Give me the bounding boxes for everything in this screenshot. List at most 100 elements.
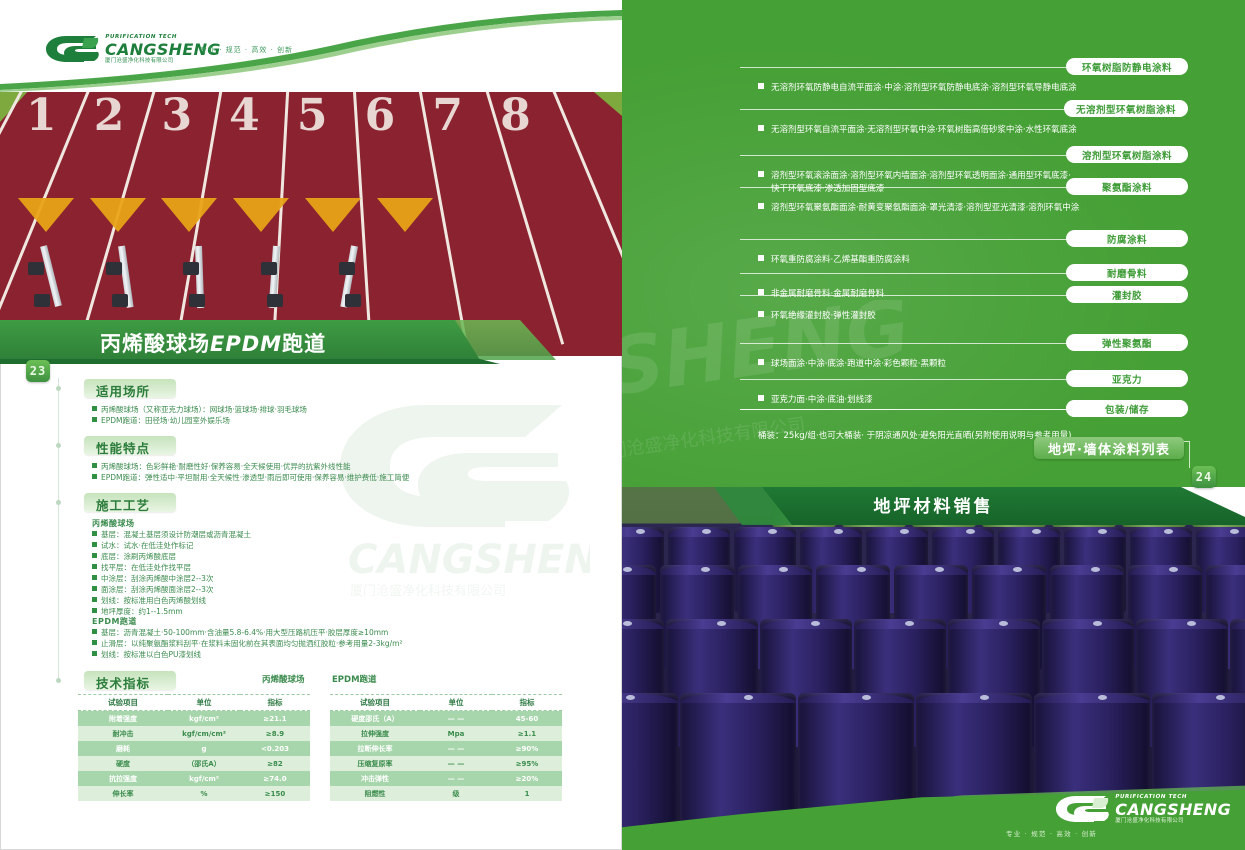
table-header-cell: 试验项目 [330, 694, 420, 711]
process-line-text: 划线：按标准以白色PU漆划线 [101, 650, 202, 659]
category-tag[interactable]: 灌封胶 [1066, 286, 1188, 303]
category-tag[interactable]: 无溶剂型环氧树脂涂料 [1063, 100, 1188, 117]
lane-number: 1 [26, 90, 57, 141]
page-title: 丙烯酸球场EPDM跑道 [100, 328, 326, 358]
process-line-text: 面涂层：刮涂丙烯酸面涂层2--3次 [101, 585, 214, 594]
category-items: 非金属耐磨骨料·金属耐磨骨料 [758, 288, 884, 301]
bullet-square-icon [758, 255, 764, 261]
category-tag[interactable]: 弹性聚氨酯 [1066, 334, 1188, 351]
bullet-square-icon [92, 542, 97, 547]
page-title-cn1: 丙烯酸球场 [100, 332, 210, 356]
drum-cap-icon [900, 529, 910, 534]
drum-lid [1128, 565, 1202, 575]
drum-lid [854, 619, 946, 629]
process-line-text: 止滑层：以纯聚氨酯浆料刮平·在浆料未固化前在其表面均匀抛洒红胶粒·参考用量2-3… [101, 639, 403, 648]
table-row: 抗拉强度 kgf/cm² ≥74.0 [78, 771, 310, 786]
table-cell: Mpa [420, 726, 492, 741]
category-items: 无溶剂环氧防静电自流平面涂·中涂·溶剂型环氧防静电底涂·溶剂型环氧导静电底涂 [758, 82, 1077, 95]
table-header-cell: 指标 [240, 694, 310, 711]
drum-cap-icon [778, 567, 788, 572]
table-cell: — — [420, 710, 492, 726]
logo-name-en: CANGSHENG [105, 39, 221, 59]
drum-cap-icon [934, 567, 944, 572]
logo-tagline-en: PURIFICATION TECH [104, 34, 178, 40]
applicable-line-2: EPDM跑道：田径场·幼儿园室外娱乐场 [92, 415, 230, 427]
starting-block-pad [344, 294, 361, 307]
table-cell: 硬度 [78, 756, 168, 771]
category-tag[interactable]: 亚克力 [1066, 370, 1188, 387]
table-cell: kgf/cm² [168, 710, 240, 726]
process-line: 地坪厚度：约1--1.5mm [92, 606, 183, 618]
category-items-text: 球场面涂·中涂·底涂·跑道中涂·彩色颗粒·黑颗粒 [771, 359, 947, 369]
category-rule [740, 409, 1070, 410]
brand-slogan: 专业 · 规范 · 高效 · 创新 [200, 46, 294, 54]
category-tag[interactable]: 溶剂型环氧树脂涂料 [1066, 146, 1188, 163]
drum-lid [622, 619, 664, 629]
process-line: 中涂层：刮涂丙烯酸中涂层2--3次 [92, 573, 213, 585]
section-pill-3 [84, 493, 176, 512]
svg-text:厦门沧盛净化科技有限公司: 厦门沧盛净化科技有限公司 [350, 583, 506, 599]
process-line-text: 基层：混凝土基层须设计防潮层或沥青混凝土 [101, 530, 251, 539]
table-cell: 抗拉强度 [78, 771, 168, 786]
table-cell: ≥82 [240, 756, 310, 771]
drum-lid [948, 619, 1040, 629]
page-title-en: EPDM [210, 332, 283, 356]
section-pill-4 [84, 671, 176, 690]
starting-block-pad [111, 294, 128, 307]
page-number-left: 23 [26, 360, 50, 382]
drum-lid [622, 565, 656, 575]
drum-cap-icon [904, 621, 914, 626]
bullet-square-icon [92, 608, 97, 613]
category-items-text: 亚克力面·中涂·底油·划线漆 [771, 395, 873, 405]
category-rule [740, 109, 1070, 110]
section-pill-1 [84, 379, 176, 398]
footer-logo: PURIFICATION TECH CANGSHENG 厦门沧盛净化科技有限公司 [1054, 794, 1231, 824]
table-cell: <0.203 [240, 741, 310, 756]
process-line-text: 基层：沥青混凝土·50-100mm·含油量5.8-6.4%·用大型压路机压平·胶… [101, 628, 389, 637]
category-tag[interactable]: 防腐涂料 [1066, 230, 1188, 247]
table-cell: 拉断伸长率 [330, 741, 420, 756]
drum-lid [666, 619, 758, 629]
page-header: PURIFICATION TECH CANGSHENG 厦门沧盛净化科技有限公司… [0, 0, 622, 92]
drum-cap-icon [856, 567, 866, 572]
bullet-square-icon [92, 629, 97, 634]
category-tag[interactable]: 环氧树脂防静电涂料 [1066, 58, 1188, 75]
bullet-square-icon [92, 564, 97, 569]
drum-cap-icon [1092, 621, 1102, 626]
category-rule [740, 239, 1070, 240]
watermark-logo: CANGSHENG 厦门沧盛净化科技有限公司 [330, 395, 622, 629]
drum-lid [1050, 565, 1124, 575]
drum-lid [1034, 693, 1150, 703]
table-cell: — — [420, 741, 492, 756]
lane-chevron [161, 198, 218, 232]
starting-block-pad [34, 294, 50, 307]
table-row: 硬度 （邵氏A） ≥82 [78, 756, 310, 771]
category-items: 球场面涂·中涂·底涂·跑道中涂·彩色颗粒·黑颗粒 [758, 358, 946, 371]
bullet-square-icon [758, 395, 764, 401]
lane-chevron [89, 198, 146, 232]
table-cell: （邵氏A） [168, 756, 240, 771]
bullet-square-icon [92, 575, 97, 580]
drum-lid [1230, 619, 1245, 629]
drum-cap-icon [1230, 529, 1240, 534]
table-row: 拉伸强度 Mpa ≥1.1 [330, 726, 562, 741]
process-group-a-title: 丙烯酸球场 [92, 519, 135, 528]
lane-chevron [376, 198, 433, 232]
drum-cap-icon [1215, 695, 1225, 700]
table-cell: ≥90% [492, 741, 562, 756]
drum-lid [798, 693, 914, 703]
table-row: 伸长率% ≥150 [78, 786, 310, 801]
category-items-text: 非金属耐磨骨料·金属耐磨骨料 [771, 289, 885, 299]
table-cell: 磨耗 [78, 741, 168, 756]
drum-cap-icon [966, 529, 976, 534]
process-line: 面涂层：刮涂丙烯酸面涂层2--3次 [92, 584, 213, 596]
table-cell: 阻燃性 [330, 786, 420, 801]
category-tag-packaging[interactable]: 包装/储存 [1066, 400, 1188, 417]
footer-logo-tagline: PURIFICATION TECH [1114, 794, 1188, 800]
category-tag[interactable]: 聚氨酯涂料 [1066, 178, 1188, 195]
table-cell: 冲击弹性 [330, 771, 420, 786]
category-items: 无溶剂型环氧自流平面涂·无溶剂型环氧中涂·环氧树脂高倍砂浆中涂·水性环氧底涂 [758, 124, 1077, 137]
category-tag[interactable]: 耐磨骨料 [1066, 264, 1188, 281]
table-cell: ≥74.0 [240, 771, 310, 786]
